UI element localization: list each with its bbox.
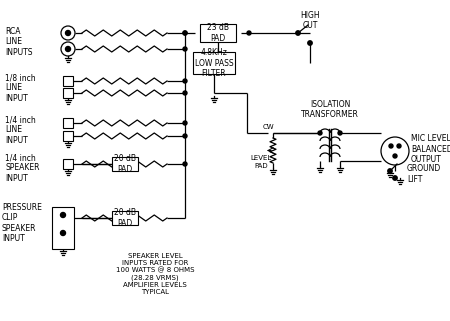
Circle shape bbox=[318, 131, 322, 135]
Text: 1/4 inch
SPEAKER
INPUT: 1/4 inch SPEAKER INPUT bbox=[5, 153, 40, 183]
Circle shape bbox=[338, 131, 342, 135]
Bar bbox=[63, 131, 73, 141]
Circle shape bbox=[393, 154, 397, 158]
Bar bbox=[63, 159, 73, 169]
Circle shape bbox=[66, 30, 71, 36]
Circle shape bbox=[393, 176, 397, 180]
Circle shape bbox=[388, 169, 392, 173]
Circle shape bbox=[183, 91, 187, 95]
Text: CW: CW bbox=[262, 124, 274, 130]
Bar bbox=[63, 118, 73, 128]
Text: 20 dB
PAD: 20 dB PAD bbox=[114, 154, 136, 174]
Text: RCA
LINE
INPUTS: RCA LINE INPUTS bbox=[5, 27, 32, 57]
Text: MIC LEVEL
BALANCED
OUTPUT: MIC LEVEL BALANCED OUTPUT bbox=[411, 134, 450, 164]
Circle shape bbox=[183, 79, 187, 83]
Text: 1/4 inch
LINE
INPUT: 1/4 inch LINE INPUT bbox=[5, 115, 36, 145]
Text: GROUND
LIFT: GROUND LIFT bbox=[407, 164, 441, 184]
Circle shape bbox=[389, 144, 393, 148]
Circle shape bbox=[183, 31, 187, 35]
Text: 4.8KHz
LOW PASS
FILTER: 4.8KHz LOW PASS FILTER bbox=[195, 48, 233, 78]
Circle shape bbox=[183, 31, 187, 35]
Text: PRESSURE
CLIP
SPEAKER
INPUT: PRESSURE CLIP SPEAKER INPUT bbox=[2, 203, 42, 243]
Circle shape bbox=[60, 213, 66, 218]
Circle shape bbox=[183, 121, 187, 125]
Bar bbox=[200, 24, 236, 42]
Text: 23 dB
PAD: 23 dB PAD bbox=[207, 23, 229, 43]
Bar bbox=[52, 207, 74, 249]
Circle shape bbox=[247, 31, 251, 35]
Bar bbox=[63, 76, 73, 86]
Text: SPEAKER LEVEL
INPUTS RATED FOR
100 WATTS @ 8 OHMS
(28.28 VRMS)
AMPLIFIER LEVELS
: SPEAKER LEVEL INPUTS RATED FOR 100 WATTS… bbox=[116, 253, 194, 295]
Circle shape bbox=[60, 230, 66, 236]
Circle shape bbox=[66, 47, 71, 51]
Text: 1/8 inch
LINE
INPUT: 1/8 inch LINE INPUT bbox=[5, 73, 36, 103]
Bar bbox=[63, 88, 73, 98]
Text: ISOLATION
TRANSFORMER: ISOLATION TRANSFORMER bbox=[301, 100, 359, 119]
Circle shape bbox=[397, 144, 401, 148]
Circle shape bbox=[308, 41, 312, 45]
Circle shape bbox=[183, 162, 187, 166]
Text: LEVEL
PAD: LEVEL PAD bbox=[250, 155, 272, 169]
Bar bbox=[112, 157, 138, 171]
Circle shape bbox=[296, 31, 300, 35]
Text: HIGH
CUT: HIGH CUT bbox=[300, 11, 320, 30]
Circle shape bbox=[183, 134, 187, 138]
Text: 20 dB
PAD: 20 dB PAD bbox=[114, 208, 136, 228]
Circle shape bbox=[183, 47, 187, 51]
Bar bbox=[193, 52, 235, 74]
Bar bbox=[112, 211, 138, 225]
